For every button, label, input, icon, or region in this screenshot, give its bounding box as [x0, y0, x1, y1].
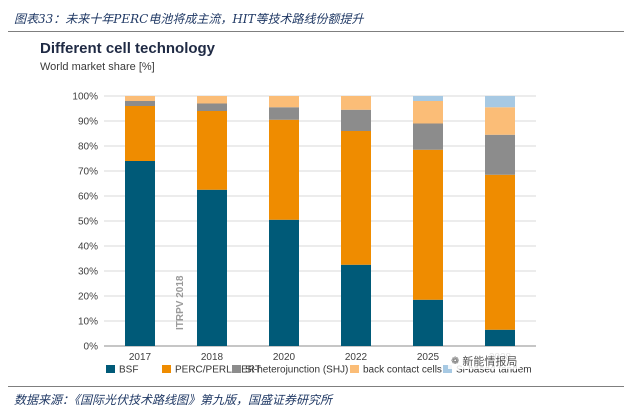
legend-label: BSF [119, 365, 138, 376]
bar-segment [413, 96, 443, 101]
bar-segment [413, 299, 443, 346]
bar-segment [197, 189, 227, 346]
bar-segment [413, 123, 443, 150]
figure-caption: 图表33：未来十年PERC电池将成主流，HIT等技术路线份额提升 [14, 12, 364, 26]
x-tick-label: 2022 [345, 352, 368, 363]
bar-segment [413, 101, 443, 124]
bar-segment [485, 174, 515, 330]
y-tick-label: 80% [78, 142, 98, 153]
y-tick-label: 20% [78, 292, 98, 303]
bar-segment [197, 96, 227, 104]
bar-segment [125, 96, 155, 101]
legend-swatch [162, 365, 171, 373]
y-tick-label: 0% [84, 342, 99, 353]
legend-swatch [443, 365, 452, 373]
source-note: 数据来源：《国际光伏技术路线图》第九版，国盛证券研究所 [14, 393, 333, 407]
bar-segment [413, 149, 443, 300]
wechat-icon: ❁ [451, 355, 460, 367]
watermark-text: 新能情报局 [462, 355, 518, 368]
bar-segment [485, 96, 515, 108]
bar-segment [125, 161, 155, 346]
bar-segment [485, 329, 515, 346]
x-tick-label: 2025 [417, 352, 440, 363]
bar-segment [125, 106, 155, 161]
legend-label: PERC/PERL/PERT [175, 365, 261, 376]
bar-segment [341, 109, 371, 131]
y-tick-label: 50% [78, 217, 98, 228]
bar-segment [269, 96, 299, 108]
y-tick-label: 30% [78, 267, 98, 278]
legend-label: Si-based tandem [456, 365, 532, 376]
source-divider [8, 386, 624, 387]
x-tick-label: 2017 [129, 352, 152, 363]
chart-y-axis-label: World market share [%] [40, 61, 155, 73]
chart-title: Different cell technology [40, 40, 216, 57]
y-tick-label: 90% [78, 117, 98, 128]
bar-segment [269, 219, 299, 346]
gridlines [104, 95, 536, 347]
legend-label: Si-heterojunction (SHJ) [245, 365, 348, 376]
y-axis-ticks: 0% 10% 20% 30% 40% 50% 60% 70% 80% 90% 100% [72, 92, 98, 353]
bar-segment [341, 96, 371, 110]
y-tick-label: 60% [78, 192, 98, 203]
bars [125, 96, 515, 346]
bar-segment [125, 101, 155, 106]
bar-segment [341, 131, 371, 265]
bar-segment [341, 264, 371, 346]
itrpv-annotation: ITRPV 2018 [175, 275, 186, 330]
bar-segment [197, 111, 227, 190]
y-tick-label: 40% [78, 242, 98, 253]
bar-segment [485, 107, 515, 135]
bar-segment [197, 103, 227, 111]
bar-segment [269, 107, 299, 120]
watermark: ❁ 新能情报局 [448, 353, 521, 369]
y-tick-label: 10% [78, 317, 98, 328]
legend-label: back contact cells [363, 365, 442, 376]
y-tick-label: 100% [72, 92, 98, 103]
legend-swatch [232, 365, 241, 373]
y-tick-label: 70% [78, 167, 98, 178]
bar-segment [269, 119, 299, 220]
legend-swatch [350, 365, 359, 373]
bar-segment [485, 134, 515, 175]
legend-swatch [106, 365, 115, 373]
x-tick-label: 2018 [201, 352, 224, 363]
caption-divider [8, 31, 624, 32]
x-tick-label: 2020 [273, 352, 296, 363]
